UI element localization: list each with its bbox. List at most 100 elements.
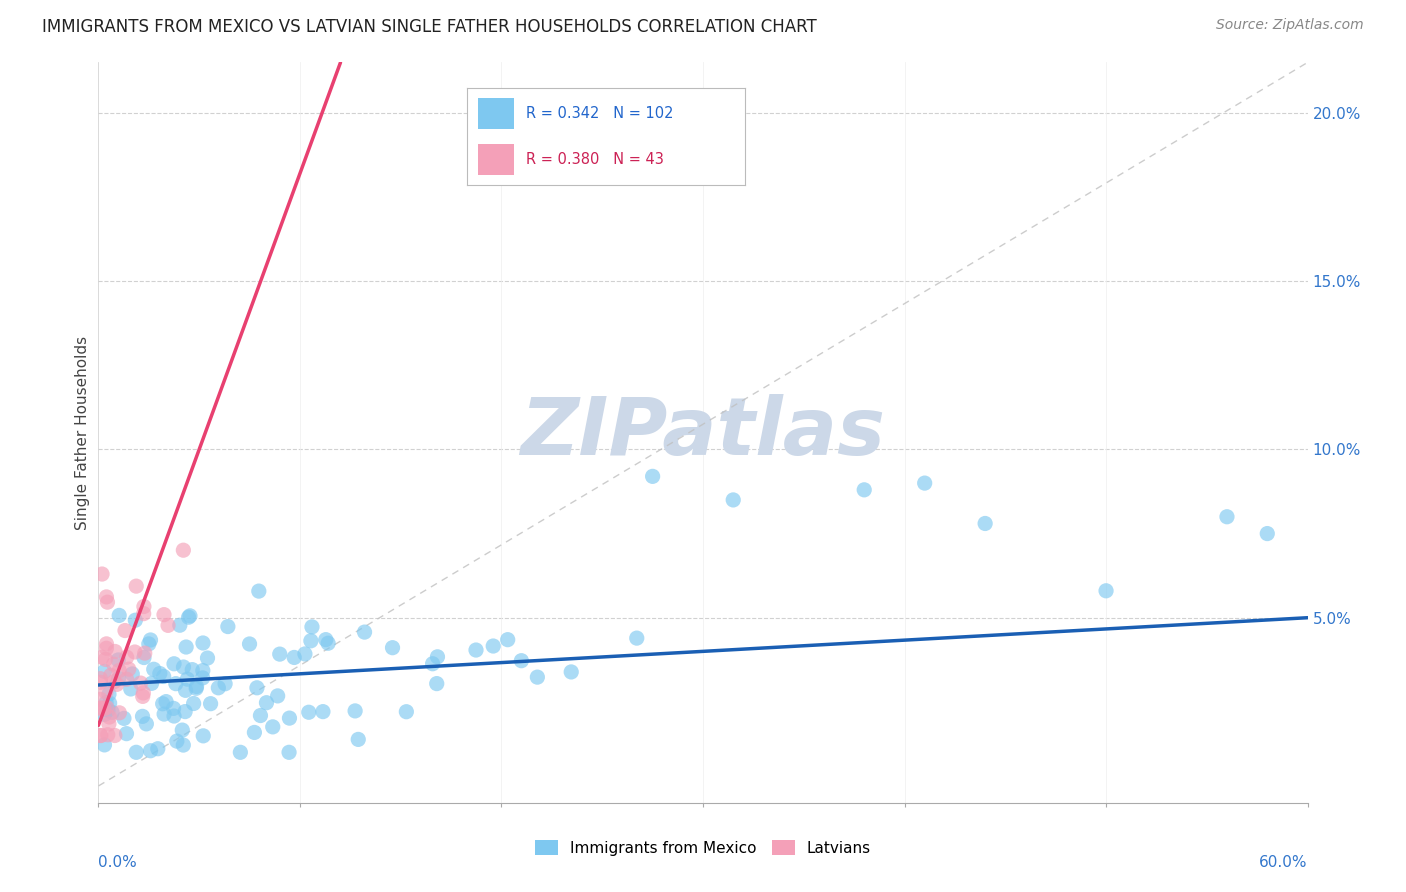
Point bbox=[344, 704, 367, 718]
Point bbox=[153, 607, 176, 622]
Point bbox=[465, 643, 488, 657]
Point bbox=[132, 650, 155, 665]
Point bbox=[114, 624, 136, 638]
Point bbox=[157, 618, 180, 632]
Point bbox=[496, 632, 519, 647]
Point bbox=[626, 631, 648, 645]
Point bbox=[97, 717, 120, 731]
Point bbox=[142, 662, 165, 676]
Point bbox=[173, 660, 195, 674]
Point bbox=[207, 681, 229, 695]
Point bbox=[353, 625, 375, 640]
Point bbox=[243, 725, 266, 739]
Point bbox=[115, 726, 138, 740]
Point bbox=[104, 729, 127, 743]
Point bbox=[914, 476, 936, 491]
Point bbox=[186, 681, 208, 696]
Point bbox=[278, 745, 301, 759]
Point bbox=[172, 543, 194, 558]
Point bbox=[97, 703, 120, 717]
Point bbox=[104, 644, 127, 658]
Point bbox=[172, 723, 194, 737]
Point bbox=[125, 745, 148, 759]
Point bbox=[283, 650, 305, 665]
Point bbox=[132, 599, 155, 614]
Point bbox=[90, 650, 112, 665]
Point bbox=[108, 664, 131, 678]
Point bbox=[641, 469, 664, 483]
Point bbox=[139, 744, 162, 758]
Legend: Immigrants from Mexico, Latvians: Immigrants from Mexico, Latvians bbox=[529, 834, 877, 862]
Point bbox=[129, 676, 152, 690]
Point bbox=[93, 702, 115, 716]
Point bbox=[315, 632, 337, 647]
Point bbox=[131, 709, 153, 723]
Text: IMMIGRANTS FROM MEXICO VS LATVIAN SINGLE FATHER HOUSEHOLDS CORRELATION CHART: IMMIGRANTS FROM MEXICO VS LATVIAN SINGLE… bbox=[42, 18, 817, 36]
Point bbox=[246, 681, 269, 695]
Point bbox=[155, 695, 177, 709]
Point bbox=[94, 652, 117, 666]
Point bbox=[107, 653, 129, 667]
Point bbox=[115, 673, 138, 687]
Text: ZIPatlas: ZIPatlas bbox=[520, 393, 886, 472]
Point bbox=[179, 608, 201, 623]
Point bbox=[124, 613, 146, 627]
Point bbox=[96, 637, 118, 651]
Point bbox=[108, 608, 131, 623]
Point bbox=[135, 716, 157, 731]
Point bbox=[112, 711, 135, 725]
Point bbox=[526, 670, 548, 684]
Point bbox=[120, 681, 142, 696]
Point bbox=[163, 709, 186, 723]
Point bbox=[510, 654, 533, 668]
Point bbox=[1216, 509, 1239, 524]
Point bbox=[89, 672, 111, 686]
Point bbox=[191, 671, 214, 685]
Point bbox=[238, 637, 260, 651]
Point bbox=[125, 579, 148, 593]
Point bbox=[174, 705, 197, 719]
Point bbox=[132, 686, 155, 700]
Point bbox=[146, 741, 169, 756]
Point bbox=[166, 734, 188, 748]
Point bbox=[200, 697, 222, 711]
Point bbox=[422, 657, 444, 671]
Y-axis label: Single Father Households: Single Father Households bbox=[75, 335, 90, 530]
Point bbox=[426, 676, 449, 690]
Point bbox=[294, 647, 316, 661]
Point bbox=[93, 665, 115, 679]
Point bbox=[108, 706, 131, 720]
Point bbox=[91, 567, 114, 582]
Point bbox=[278, 711, 301, 725]
Point bbox=[560, 665, 582, 679]
Point bbox=[214, 677, 236, 691]
Point bbox=[152, 697, 174, 711]
Point bbox=[89, 729, 111, 743]
Point bbox=[162, 701, 184, 715]
Point bbox=[347, 732, 370, 747]
Point bbox=[193, 729, 215, 743]
Point bbox=[141, 676, 163, 690]
Point bbox=[301, 620, 323, 634]
Point bbox=[229, 745, 252, 759]
Point bbox=[98, 710, 121, 724]
Point bbox=[723, 492, 745, 507]
Point bbox=[115, 650, 138, 665]
Point bbox=[169, 618, 191, 632]
Point bbox=[299, 633, 322, 648]
Point bbox=[89, 702, 111, 716]
Point bbox=[124, 645, 146, 659]
Point bbox=[163, 657, 186, 671]
Point bbox=[217, 619, 239, 633]
Point bbox=[89, 692, 111, 706]
Point bbox=[1095, 583, 1118, 598]
Point bbox=[853, 483, 876, 497]
Point bbox=[312, 705, 335, 719]
Point bbox=[381, 640, 404, 655]
Point bbox=[118, 662, 141, 676]
Point bbox=[974, 516, 997, 531]
Point bbox=[262, 720, 284, 734]
Point bbox=[132, 607, 155, 621]
Point bbox=[256, 696, 278, 710]
Text: 0.0%: 0.0% bbox=[98, 855, 138, 870]
